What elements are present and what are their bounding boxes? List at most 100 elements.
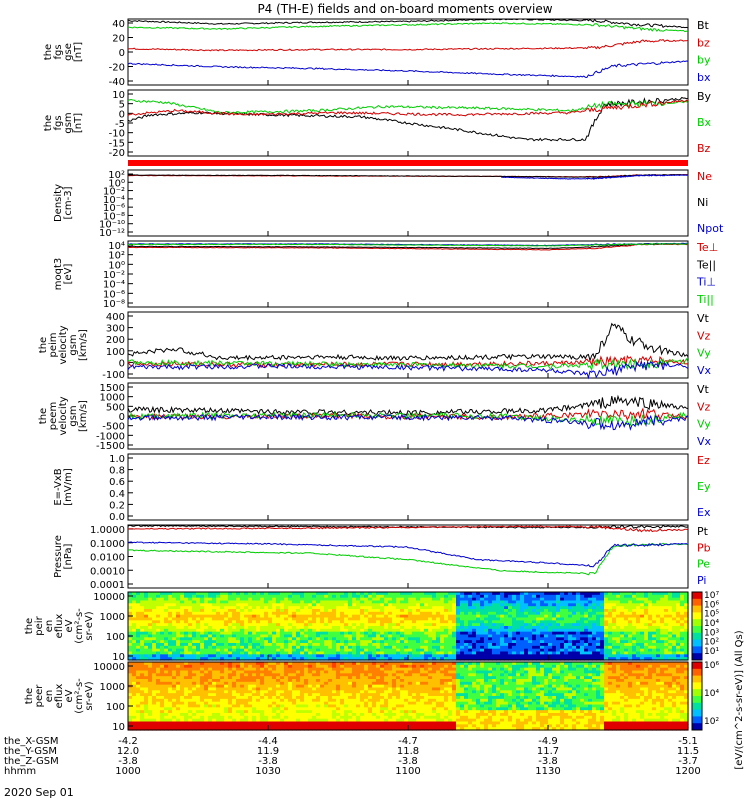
heatmap-cell	[184, 626, 189, 630]
heatmap-cell	[492, 592, 497, 596]
heatmap-cell	[144, 681, 149, 686]
heatmap-cell	[172, 648, 177, 653]
heatmap-cell	[476, 628, 481, 633]
heatmap-cell	[336, 718, 341, 723]
heatmap-cell	[400, 623, 405, 627]
heatmap-cell	[544, 626, 549, 630]
heatmap-cell	[520, 628, 525, 633]
heatmap-cell	[184, 693, 189, 697]
heatmap-cell	[244, 687, 249, 691]
heatmap-cell	[140, 634, 145, 638]
heatmap-cell	[284, 710, 289, 714]
heatmap-cell	[160, 628, 165, 633]
heatmap-cell	[220, 594, 225, 599]
heatmap-cell	[492, 597, 497, 602]
heatmap-cell	[312, 667, 317, 672]
heatmap-cell	[624, 640, 629, 644]
ylabel-line: (cm²-s-	[74, 608, 85, 644]
heatmap-cell	[536, 654, 541, 658]
heatmap-cell	[256, 626, 261, 630]
heatmap-cell	[256, 657, 261, 661]
heatmap-cell	[216, 670, 221, 674]
heatmap-cell	[264, 707, 269, 711]
heatmap-cell	[192, 645, 197, 650]
heatmap-cell	[316, 634, 321, 638]
heatmap-cell	[152, 637, 157, 641]
heatmap-cell	[248, 693, 253, 697]
heatmap-cell	[464, 631, 469, 636]
heatmap-cell	[236, 623, 241, 627]
heatmap-cell	[224, 637, 229, 641]
heatmap-cell	[292, 698, 297, 703]
heatmap-cell	[520, 611, 525, 616]
heatmap-cell	[168, 600, 173, 604]
series-temperature-3	[128, 242, 689, 247]
heatmap-cell	[280, 673, 285, 677]
heatmap-cell	[372, 657, 377, 661]
heatmap-cell	[304, 724, 309, 728]
heatmap-cell	[440, 594, 445, 599]
heatmap-cell	[404, 626, 409, 630]
heatmap-cell	[204, 643, 209, 647]
heatmap-cell	[152, 696, 157, 700]
heatmap-cell	[368, 648, 373, 653]
ytick-label: 0.0010	[90, 566, 125, 577]
heatmap-cell	[364, 611, 369, 616]
heatmap-cell	[236, 628, 241, 633]
heatmap-cell	[284, 648, 289, 653]
heatmap-cell	[500, 603, 505, 607]
heatmap-cell	[232, 600, 237, 604]
heatmap-cell	[324, 597, 329, 602]
heatmap-cell	[332, 679, 337, 683]
heatmap-cell	[336, 631, 341, 636]
heatmap-cell	[176, 657, 181, 661]
heatmap-cell	[216, 715, 221, 720]
heatmap-cell	[184, 704, 189, 708]
heatmap-cell	[548, 611, 553, 616]
heatmap-cell	[572, 634, 577, 638]
heatmap-cell	[344, 713, 349, 717]
heatmap-cell	[164, 670, 169, 674]
heatmap-cell	[420, 634, 425, 638]
heatmap-cell	[208, 704, 213, 708]
heatmap-cell	[148, 623, 153, 627]
heatmap-cell	[328, 707, 333, 711]
heatmap-cell	[564, 594, 569, 599]
heatmap-cell	[244, 643, 249, 647]
heatmap-cell	[472, 603, 477, 607]
heatmap-cell	[336, 617, 341, 621]
heatmap-cell	[412, 657, 417, 661]
heatmap-cell	[332, 651, 337, 655]
heatmap-cell	[156, 718, 161, 723]
legend-temperature-1: Te||	[696, 258, 716, 271]
heatmap-cell	[176, 662, 181, 666]
heatmap-cell	[488, 654, 493, 658]
heatmap-cell	[140, 718, 145, 723]
heatmap-cell	[432, 609, 437, 613]
heatmap-cell	[580, 645, 585, 650]
heatmap-cell	[300, 651, 305, 655]
heatmap-cell	[236, 687, 241, 691]
heatmap-cell	[228, 681, 233, 686]
heatmap-cell	[420, 640, 425, 644]
heatmap-cell	[244, 690, 249, 694]
heatmap-cell	[480, 631, 485, 636]
heatmap-cell	[324, 606, 329, 610]
heatmap-cell	[556, 606, 561, 610]
heatmap-cell	[576, 634, 581, 638]
heatmap-cell	[304, 623, 309, 627]
heatmap-cell	[524, 631, 529, 636]
heatmap-cell	[184, 592, 189, 596]
heatmap-cell	[368, 609, 373, 613]
heatmap-cell	[368, 617, 373, 621]
heatmap-cell	[676, 609, 681, 613]
heatmap-cell	[548, 603, 553, 607]
heatmap-cell	[300, 667, 305, 672]
heatmap-cell	[296, 713, 301, 717]
heatmap-cell	[492, 626, 497, 630]
heatmap-cell	[256, 614, 261, 619]
heatmap-cell	[368, 600, 373, 604]
heatmap-cell	[128, 662, 133, 666]
heatmap-cell	[580, 609, 585, 613]
heatmap-cell	[316, 667, 321, 672]
